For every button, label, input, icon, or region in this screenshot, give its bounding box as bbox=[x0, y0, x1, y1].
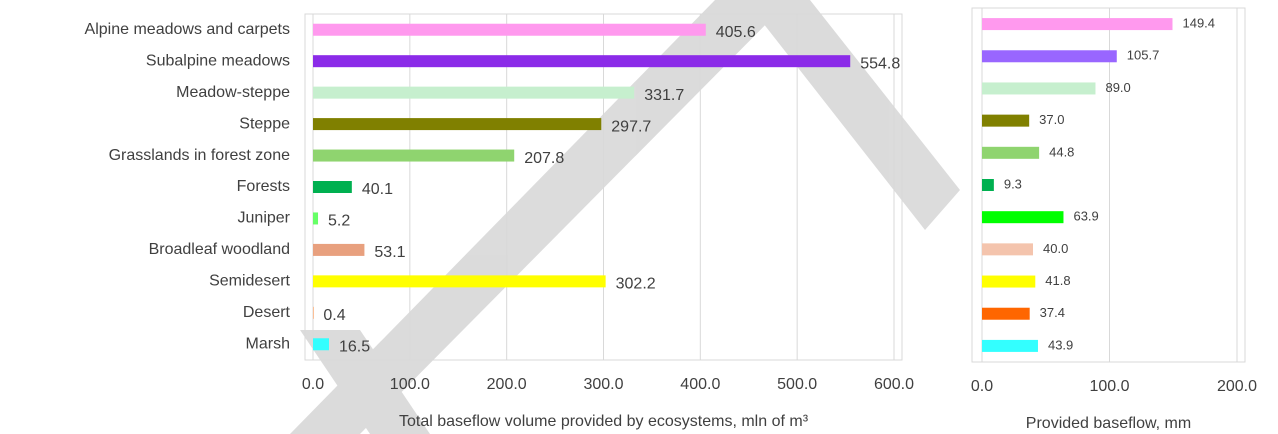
value-label: 63.9 bbox=[1073, 209, 1098, 224]
bar bbox=[982, 275, 1036, 288]
value-label: 9.3 bbox=[1004, 176, 1022, 191]
watermark-stroke bbox=[300, 330, 430, 434]
bar bbox=[313, 275, 606, 288]
bar bbox=[982, 307, 1030, 320]
x-tick-label: 200.0 bbox=[487, 376, 527, 393]
y-tick-label: Forests bbox=[237, 178, 290, 195]
bar bbox=[313, 243, 365, 256]
bar bbox=[313, 118, 602, 131]
x-tick-label: 0.0 bbox=[971, 378, 993, 395]
bar bbox=[982, 243, 1033, 256]
bar bbox=[982, 18, 1173, 31]
value-label: 16.5 bbox=[339, 338, 370, 355]
value-label: 89.0 bbox=[1105, 80, 1130, 95]
value-label: 105.7 bbox=[1127, 48, 1160, 63]
value-label: 331.7 bbox=[644, 87, 684, 104]
value-label: 207.8 bbox=[524, 150, 564, 167]
bar bbox=[982, 211, 1064, 224]
bar bbox=[313, 338, 329, 351]
value-label: 40.1 bbox=[362, 181, 393, 198]
value-label: 43.9 bbox=[1048, 337, 1073, 352]
bar bbox=[313, 181, 352, 193]
y-tick-label: Marsh bbox=[246, 335, 290, 352]
x-axis-label: Total baseflow volume provided by ecosys… bbox=[399, 413, 809, 430]
x-tick-label: 100.0 bbox=[1089, 378, 1129, 395]
x-tick-label: 200.0 bbox=[1217, 378, 1257, 395]
y-tick-label: Semidesert bbox=[209, 273, 290, 290]
value-label: 37.0 bbox=[1039, 112, 1064, 127]
x-axis-label: Provided baseflow, mm bbox=[1026, 415, 1191, 432]
y-tick-label: Desert bbox=[243, 304, 291, 321]
x-tick-label: 100.0 bbox=[390, 376, 430, 393]
bar bbox=[313, 55, 851, 68]
y-tick-label: Broadleaf woodland bbox=[149, 241, 290, 258]
bar bbox=[982, 179, 994, 191]
bar bbox=[982, 50, 1117, 63]
plot-frame bbox=[971, 7, 1246, 363]
y-tick-label: Grasslands in forest zone bbox=[109, 147, 291, 164]
x-tick-label: 400.0 bbox=[680, 376, 720, 393]
value-label: 44.8 bbox=[1049, 144, 1074, 159]
x-tick-label: 500.0 bbox=[777, 376, 817, 393]
y-tick-label: Meadow-steppe bbox=[176, 84, 290, 101]
value-label: 149.4 bbox=[1182, 16, 1215, 31]
bar bbox=[313, 86, 635, 99]
value-label: 37.4 bbox=[1040, 305, 1065, 320]
bar bbox=[313, 149, 515, 162]
value-label: 302.2 bbox=[616, 276, 656, 293]
y-tick-label: Steppe bbox=[239, 115, 290, 132]
bar bbox=[982, 146, 1040, 159]
value-label: 41.8 bbox=[1045, 273, 1070, 288]
bar bbox=[982, 82, 1096, 95]
x-tick-label: 0.0 bbox=[302, 376, 324, 393]
watermark-stroke bbox=[290, 0, 790, 434]
value-label: 297.7 bbox=[611, 118, 651, 135]
bar bbox=[313, 23, 706, 36]
value-label: 0.4 bbox=[323, 307, 345, 324]
y-tick-label: Alpine meadows and carpets bbox=[85, 21, 290, 38]
value-label: 554.8 bbox=[860, 55, 900, 72]
value-label: 5.2 bbox=[328, 213, 350, 230]
x-tick-label: 300.0 bbox=[583, 376, 623, 393]
y-tick-label: Juniper bbox=[238, 210, 291, 227]
x-tick-label: 600.0 bbox=[874, 376, 914, 393]
value-label: 40.0 bbox=[1043, 241, 1068, 256]
watermark-stroke bbox=[745, 0, 960, 230]
bar bbox=[313, 212, 319, 225]
y-tick-label: Subalpine meadows bbox=[146, 52, 290, 69]
bar bbox=[982, 339, 1038, 352]
bar bbox=[982, 114, 1030, 127]
value-label: 405.6 bbox=[716, 24, 756, 41]
value-label: 53.1 bbox=[374, 244, 405, 261]
